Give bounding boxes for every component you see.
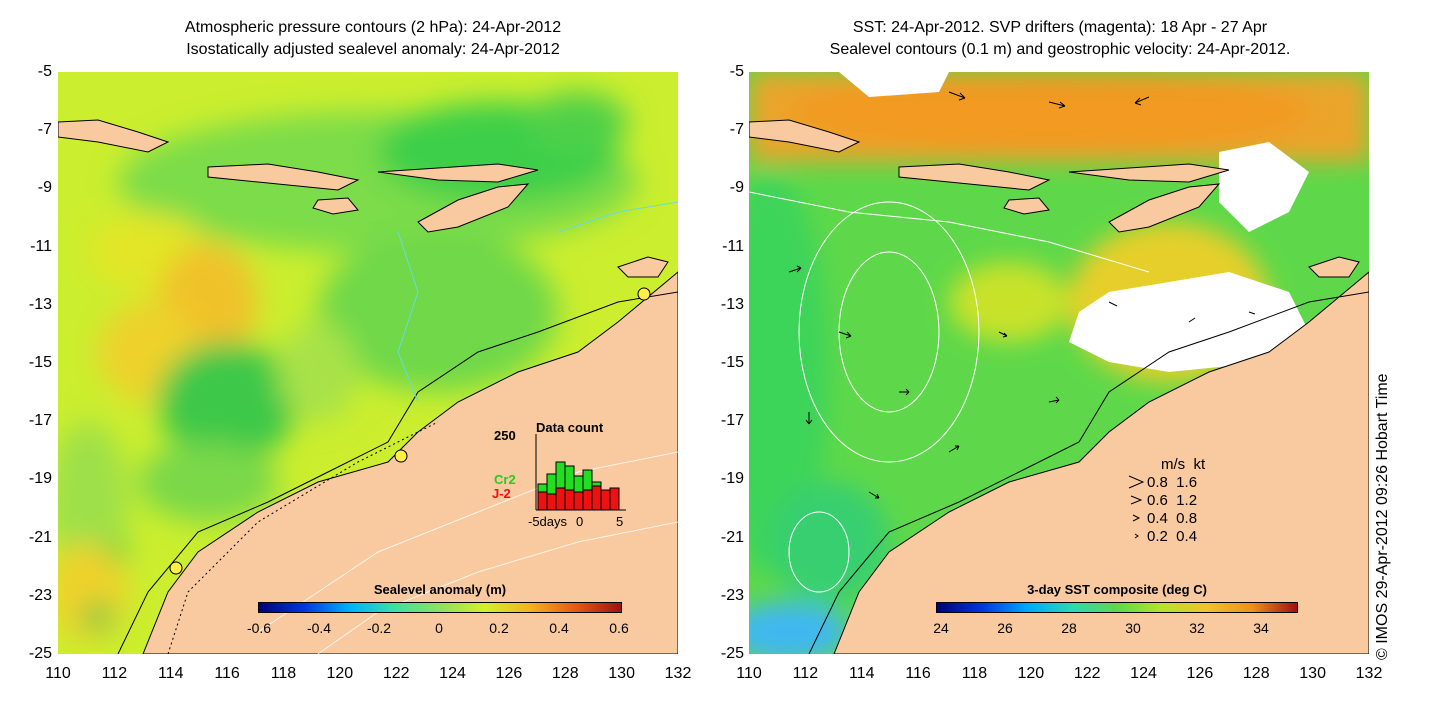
left-title-line1: Atmospheric pressure contours (2 hPa): 2… — [184, 19, 562, 36]
right-title-line1: SST: 24-Apr-2012. SVP drifters (magenta)… — [852, 19, 1268, 36]
left-colorbar-tick: 0 — [435, 620, 443, 636]
right-xtick: 120 — [1017, 665, 1045, 682]
right-xtick: 122 — [1073, 665, 1101, 682]
right-ytick: -5 — [729, 63, 744, 80]
speed-legend-row: 0.2 0.4 — [1147, 528, 1198, 545]
left-ytick: -9 — [37, 179, 52, 197]
right-ytick: -21 — [720, 528, 744, 546]
right-colorbar-tick: 30 — [1125, 620, 1141, 636]
sst-map: m/s kt 0.8 1.6 0.6 1.2 0.4 0.8 0.2 0.4 — [749, 72, 1369, 654]
inset-bar — [609, 487, 620, 511]
right-ytick: -13 — [720, 295, 744, 313]
left-colorbar-tick: 0.4 — [549, 620, 569, 636]
speed-legend-row: 0.4 0.8 — [1147, 510, 1198, 527]
right-ytick: -9 — [729, 179, 744, 197]
left-xtick: 116 — [214, 665, 240, 682]
left-ytick: -7 — [37, 121, 52, 139]
right-ytick: -23 — [720, 586, 744, 604]
inset-bar — [591, 485, 602, 511]
inset-ymax-label: 250 — [494, 428, 516, 443]
left-xtick: 132 — [664, 665, 692, 682]
right-xtick: 114 — [848, 665, 875, 682]
right-xtick: 126 — [1186, 665, 1214, 682]
left-colorbar-tick: 0.6 — [609, 620, 629, 636]
right-ytick: -15 — [720, 354, 744, 371]
right-colorbar — [936, 602, 1298, 613]
right-colorbar-tick: 26 — [997, 620, 1013, 636]
left-ytick: -19 — [28, 470, 52, 488]
copyright-text: © IMOS 29-Apr-2012 09:26 Hobart Time — [1374, 373, 1391, 660]
inset-bars — [535, 434, 626, 511]
right-title-line2: Sealevel contours (0.1 m) and geostrophi… — [829, 41, 1291, 58]
left-xtick: 128 — [551, 665, 579, 682]
left-ytick: -15 — [28, 354, 52, 371]
right-xtick: 116 — [905, 665, 931, 682]
right-xtick: 124 — [1130, 665, 1157, 682]
right-ytick: -19 — [720, 470, 744, 488]
data-count-inset: 250 Data count Cr2 J-2 -5days 0 5 — [488, 416, 668, 536]
speed-legend-row: 0.6 1.2 — [1147, 492, 1198, 509]
right-xtick: 118 — [961, 665, 988, 682]
right-colorbar-tick: 28 — [1061, 620, 1077, 636]
velocity-arrows — [788, 91, 1256, 499]
left-xtick: 120 — [326, 665, 354, 682]
inset-xtick: 5 — [616, 514, 624, 529]
right-colorbar-tick: 32 — [1189, 620, 1205, 636]
left-xtick: 124 — [439, 665, 466, 682]
left-colorbar-label: Sealevel anomaly (m) — [373, 582, 507, 597]
left-ytick: -13 — [28, 295, 52, 313]
right-xtick: 132 — [1355, 665, 1383, 682]
left-ytick: -17 — [28, 412, 52, 430]
right-ytick: -7 — [729, 121, 744, 139]
inset-series1-label: Cr2 — [494, 472, 516, 487]
left-xtick: 112 — [101, 665, 128, 682]
left-colorbar-tick: -0.6 — [246, 620, 272, 636]
right-ytick: -25 — [720, 645, 744, 662]
sealevel-map-graphic — [58, 72, 678, 654]
inset-bar — [546, 493, 557, 511]
left-xtick: 122 — [382, 665, 410, 682]
inset-xtick: -5days — [528, 514, 568, 529]
inset-bar — [555, 487, 566, 511]
left-ytick: -25 — [28, 645, 52, 662]
left-colorbar — [258, 602, 622, 613]
left-colorbar-tick: 0.2 — [489, 620, 509, 636]
inset-title: Data count — [536, 420, 604, 435]
right-xtick: 112 — [792, 665, 819, 682]
inset-xtick: 0 — [576, 514, 584, 529]
left-title-line2: Isostatically adjusted sealevel anomaly:… — [186, 41, 560, 58]
speed-legend-header: m/s kt — [1161, 456, 1206, 473]
inset-bar — [537, 491, 548, 511]
sst-map-graphic — [749, 72, 1369, 654]
left-ytick: -5 — [37, 63, 52, 80]
inset-bar — [600, 489, 611, 511]
left-ytick: -21 — [28, 528, 52, 546]
inset-bar — [564, 489, 575, 511]
left-xtick: 130 — [608, 665, 635, 682]
speed-legend-arrows — [1128, 475, 1145, 539]
right-ytick: -17 — [720, 412, 744, 430]
right-xtick: 128 — [1242, 665, 1270, 682]
inset-bar — [582, 489, 593, 511]
right-colorbar-tick: 24 — [933, 620, 949, 636]
right-xtick: 110 — [736, 665, 762, 682]
left-ytick: -11 — [30, 237, 52, 255]
speed-legend: m/s kt 0.8 1.6 0.6 1.2 0.4 0.8 0.2 0.4 — [1127, 456, 1237, 546]
right-colorbar-label: 3-day SST composite (deg C) — [1027, 582, 1207, 597]
right-colorbar-tick: 34 — [1253, 620, 1269, 636]
left-xtick: 114 — [157, 665, 184, 682]
right-xtick: 130 — [1299, 665, 1326, 682]
left-xtick: 126 — [495, 665, 523, 682]
left-colorbar-tick: -0.4 — [306, 620, 332, 636]
left-ytick: -23 — [28, 586, 52, 604]
left-xtick: 110 — [45, 665, 71, 682]
sealevel-anomaly-map: 250 Data count Cr2 J-2 -5days 0 5 — [58, 72, 678, 654]
inset-series2-label: J-2 — [492, 486, 511, 501]
right-ytick: -11 — [722, 237, 744, 255]
speed-legend-row: 0.8 1.6 — [1147, 474, 1198, 491]
left-xtick: 118 — [270, 665, 297, 682]
inset-bar — [573, 491, 584, 511]
left-colorbar-tick: -0.2 — [366, 620, 392, 636]
